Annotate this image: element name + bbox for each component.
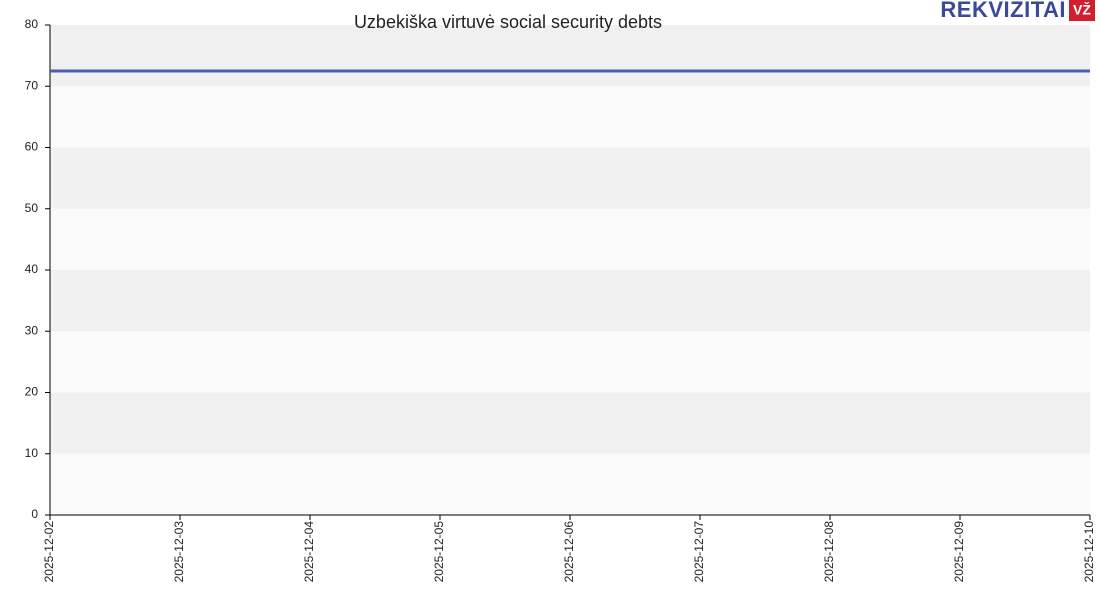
band	[50, 86, 1090, 148]
band	[50, 147, 1090, 209]
logo-text: REKVIZITAI	[940, 0, 1066, 22]
x-tick-label: 2025-12-07	[692, 521, 706, 583]
band	[50, 453, 1090, 515]
x-tick-label: 2025-12-05	[432, 521, 446, 583]
chart-title: Uzbekiška virtuvė social security debts	[354, 12, 662, 32]
y-tick-label: 30	[25, 323, 39, 337]
y-tick-label: 70	[25, 78, 39, 92]
band	[50, 270, 1090, 332]
x-tick-label: 2025-12-10	[1082, 521, 1096, 583]
y-tick-label: 60	[25, 140, 39, 154]
band	[50, 208, 1090, 270]
y-tick-label: 80	[25, 17, 39, 31]
bands	[50, 25, 1090, 515]
y-tick-label: 20	[25, 385, 39, 399]
band	[50, 331, 1090, 393]
x-tick-label: 2025-12-02	[42, 521, 56, 583]
y-tick-label: 40	[25, 262, 39, 276]
logo-badge-box	[1069, 0, 1095, 21]
x-tick-label: 2025-12-09	[952, 521, 966, 583]
y-tick-label: 0	[31, 507, 38, 521]
y-tick-label: 10	[25, 446, 39, 460]
x-tick-label: 2025-12-03	[172, 521, 186, 583]
x-tick-label: 2025-12-04	[302, 521, 316, 583]
band	[50, 392, 1090, 454]
x-tick-label: 2025-12-06	[562, 521, 576, 583]
logo-badge: VŽ	[1073, 1, 1091, 18]
band	[50, 25, 1090, 87]
x-tick-label: 2025-12-08	[822, 521, 836, 583]
y-tick-label: 50	[25, 201, 39, 215]
